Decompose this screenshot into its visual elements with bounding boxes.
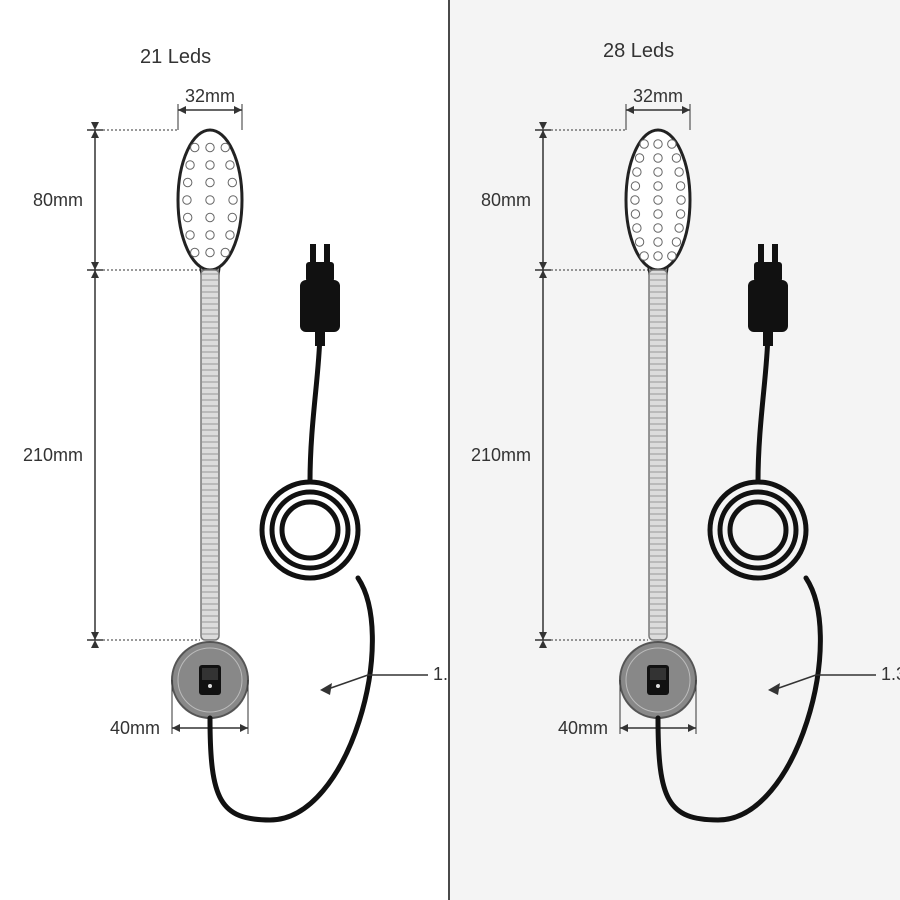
svg-text:80mm: 80mm	[33, 190, 83, 210]
svg-text:210mm: 210mm	[471, 445, 531, 465]
diagram-21: 32mm 80mm 210mm 40mm 1.35M	[0, 0, 448, 900]
diagram-28: 32mm 80mm 210mm 40mm 1.35M	[448, 0, 900, 900]
svg-text:32mm: 32mm	[185, 86, 235, 106]
svg-text:40mm: 40mm	[110, 718, 160, 738]
svg-text:32mm: 32mm	[633, 86, 683, 106]
svg-text:80mm: 80mm	[481, 190, 531, 210]
svg-text:1.35M: 1.35M	[433, 664, 448, 684]
panel-28-leds: 28 Leds 32mm80mm210mm40mm1.35M	[448, 0, 900, 900]
panel-divider	[448, 0, 450, 900]
svg-text:1.35M: 1.35M	[881, 664, 900, 684]
panel-21-leds: 21 Leds 32mm80mm210mm40mm1.35M	[0, 0, 448, 900]
svg-text:40mm: 40mm	[558, 718, 608, 738]
svg-text:210mm: 210mm	[23, 445, 83, 465]
